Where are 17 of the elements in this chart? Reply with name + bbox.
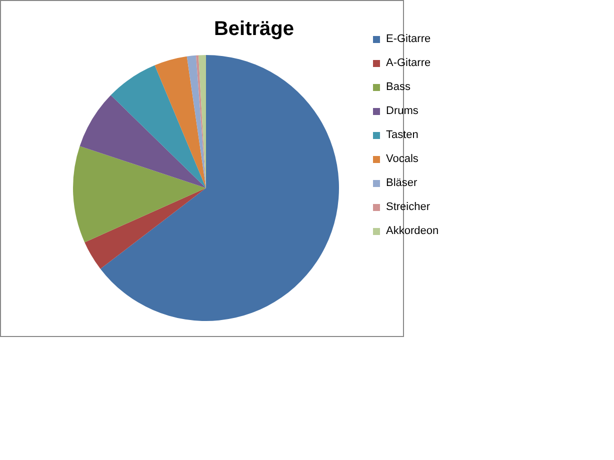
legend-label: Streicher [386,201,430,213]
pie-slice [154,56,206,188]
legend-label: E-Gitarre [386,33,431,45]
chart-title: Beiträge [214,18,294,40]
legend-label: Tasten [386,129,418,141]
pie-slice [80,95,206,188]
legend-label: Bläser [386,177,418,189]
legend-label: Drums [386,105,418,117]
legend-label: Akkordeon [386,225,439,237]
pie-slice [100,55,339,321]
legend-label: Bass [386,81,410,93]
pie-slice [84,188,206,269]
pie-slice [73,146,206,242]
legend-label: A-Gitarre [386,57,431,69]
legend-label: Vocals [386,153,418,165]
pie-slice [110,65,206,188]
pie-slice [186,55,206,188]
